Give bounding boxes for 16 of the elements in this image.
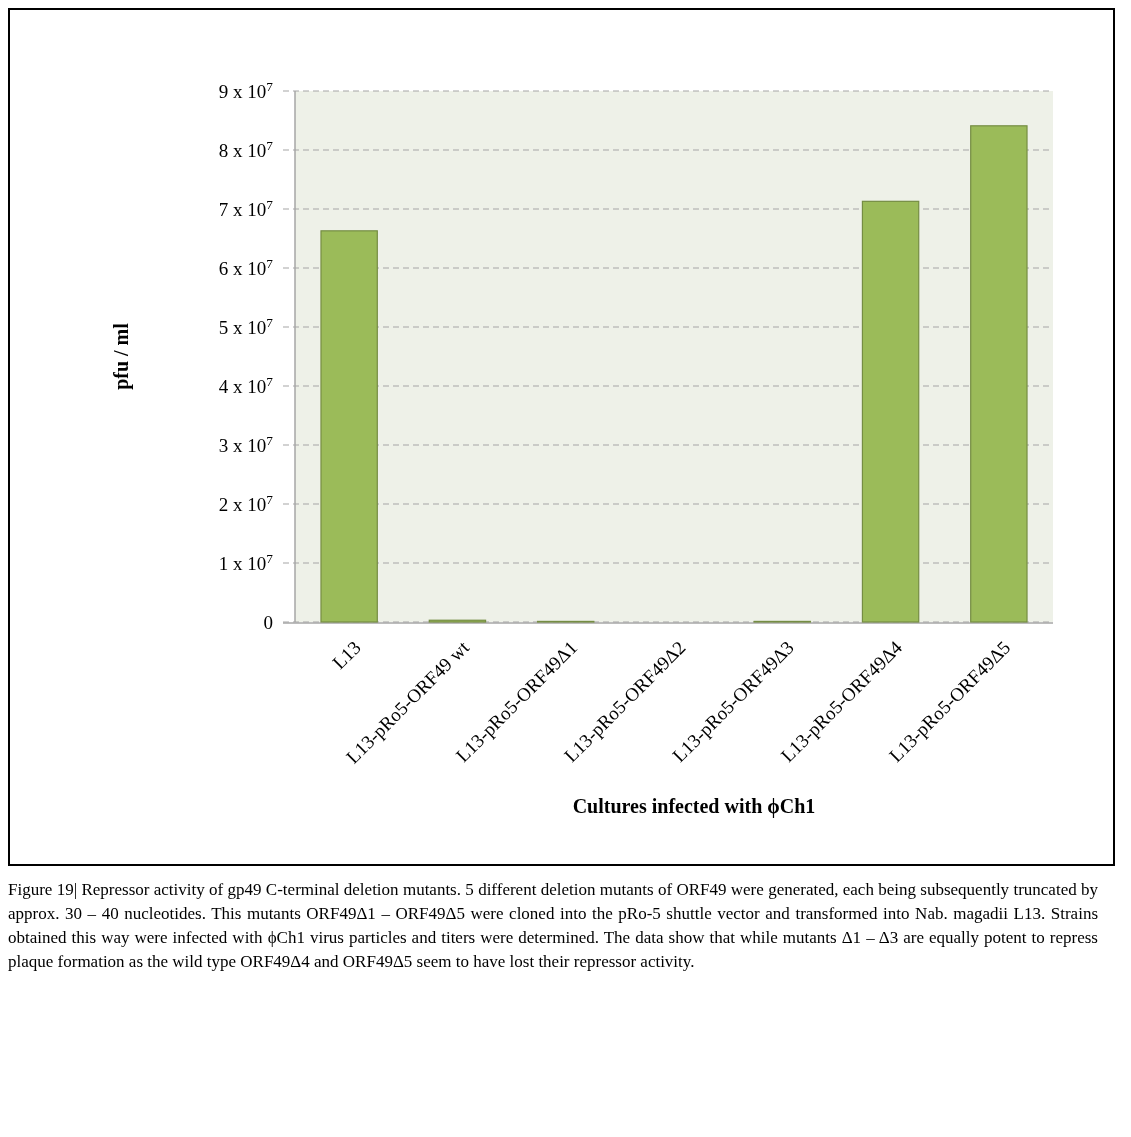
bar — [861, 200, 920, 623]
y-tick-label: 6 x 10$^{7}$ — [218, 255, 274, 279]
y-tick-label: 4 x 10$^{7}$ — [218, 373, 274, 397]
y-axis-title: pfu / ml — [110, 322, 133, 390]
y-tick-label: 9 x 10$^{7}$ — [218, 78, 274, 102]
caption: Figure 19| Repressor activity of gp49 C-terminal deletion mutants. 5 different deletion mutants of ORF49 were generated, each being subsequently truncated by approx. 30 – 40 nucleotides. This mutants ORF49Δ1 – ORF49Δ5 were cloned into the pRo-5 shuttle vector and transformed into Nab. magadii L13. Strains obtained this way were infected with ϕCh1 virus particles and titers were determined. The data show that while mutants Δ1 – Δ3 are equally potent to repress plaque formation as the wild type ORF49Δ4 and ORF49Δ5 seem to have lost their repressor activity. — [8, 879, 1098, 973]
bar — [970, 125, 1028, 623]
y-tick-label: 8 x 10$^{7}$ — [218, 137, 274, 161]
x-axis-title: Cultures infected with ϕCh1 — [572, 795, 816, 818]
y-tick-label: 1 x 10$^{7}$ — [218, 550, 274, 574]
bar — [320, 230, 378, 623]
y-tick-label: 5 x 10$^{7}$ — [218, 314, 274, 338]
y-tick-label: 3 x 10$^{7}$ — [218, 432, 274, 456]
y-tick-label: 7 x 10$^{7}$ — [218, 196, 274, 220]
y-tick-label: 0 — [263, 611, 273, 633]
y-tick-label: 2 x 10$^{7}$ — [218, 491, 274, 515]
